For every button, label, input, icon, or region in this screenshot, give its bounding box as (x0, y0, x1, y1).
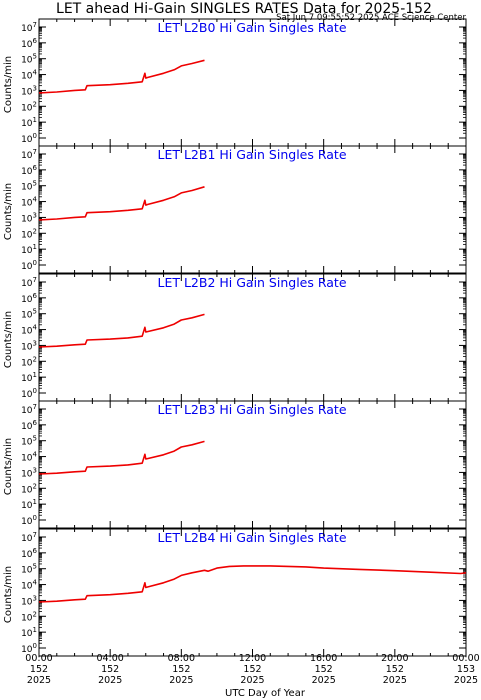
y-tick-label: 102 (21, 100, 37, 113)
y-tick-label: 102 (21, 482, 37, 495)
y-tick-label: 100 (21, 387, 37, 400)
timestamp: Sat Jun 7 09:55:52 2025 ACE Science Cent… (276, 13, 466, 23)
x-tick-text: 08:00 (168, 653, 195, 664)
x-axis-label: UTC Day of Year (225, 688, 306, 699)
panel-2: LET L2B2 Hi Gain Singles Rate Counts/min 1… (3, 273, 467, 402)
y-tick-label: 104 (21, 69, 37, 82)
panel-4: LET L2B4 Hi Gain Singles Rate Counts/min 1… (3, 528, 467, 657)
y-tick-label: 102 (21, 610, 37, 623)
x-tick-text: 04:00 (96, 653, 123, 664)
y-tick-label: 106 (21, 164, 37, 177)
y-tick-label: 100 (21, 642, 37, 655)
panel-1: LET L2B1 Hi Gain Singles Rate Counts/min 1… (3, 145, 467, 274)
y-tick-label: 106 (21, 547, 37, 560)
chart-title: LET ahead Hi-Gain SINGLES RATES Data for… (56, 1, 432, 17)
x-tick-text: 2025 (169, 675, 193, 686)
y-tick-label: 106 (21, 292, 37, 305)
panel-0: LET L2B0 Hi Gain Singles Rate Counts/min 1… (3, 18, 467, 147)
y-tick-label: 102 (21, 355, 37, 368)
y-axis-label: Counts/min (3, 183, 14, 240)
y-tick-label: 107 (21, 148, 37, 161)
y-tick-label: 100 (21, 259, 37, 272)
x-tick-text: 152 (172, 664, 190, 675)
y-axis-label: Counts/min (3, 566, 14, 623)
y-tick-label: 106 (21, 419, 37, 432)
panel-title: LET L2B4 Hi Gain Singles Rate (157, 530, 346, 545)
y-tick-label: 100 (21, 514, 37, 527)
y-tick-label: 105 (21, 435, 37, 448)
y-tick-label: 105 (21, 180, 37, 193)
y-tick-label: 101 (21, 243, 37, 256)
y-tick-label: 103 (21, 84, 37, 97)
y-tick-label: 107 (21, 21, 37, 34)
panel-title: LET L2B3 Hi Gain Singles Rate (157, 402, 346, 417)
y-axis-label: Counts/min (3, 438, 14, 495)
y-tick-label: 103 (21, 466, 37, 479)
y-tick-label: 104 (21, 451, 37, 464)
y-tick-label: 102 (21, 227, 37, 240)
y-tick-label: 101 (21, 371, 37, 384)
x-tick-text: 152 (30, 664, 48, 675)
panel-title: LET L2B2 Hi Gain Singles Rate (157, 275, 346, 290)
y-tick-label: 107 (21, 276, 37, 289)
x-tick-text: 16:00 (310, 653, 337, 664)
x-tick-text: 2025 (383, 675, 407, 686)
series-line-1 (38, 186, 205, 221)
y-tick-label: 103 (21, 339, 37, 352)
y-tick-label: 101 (21, 498, 37, 511)
x-tick-text: 153 (457, 664, 475, 675)
y-tick-label: 107 (21, 531, 37, 544)
y-tick-label: 105 (21, 563, 37, 576)
y-tick-label: 101 (21, 116, 37, 129)
y-tick-label: 103 (21, 594, 37, 607)
panel-title: LET L2B0 Hi Gain Singles Rate (157, 20, 346, 35)
y-tick-label: 105 (21, 308, 37, 321)
x-tick-text: 152 (315, 664, 333, 675)
x-tick-text: 2025 (454, 675, 478, 686)
panel-3: LET L2B3 Hi Gain Singles Rate Counts/min 1… (3, 400, 467, 529)
y-tick-label: 101 (21, 626, 37, 639)
x-tick-text: 2025 (27, 675, 51, 686)
x-tick-text: 00:00 (452, 653, 479, 664)
x-tick-text: 00:00 (25, 653, 52, 664)
panel-title: LET L2B1 Hi Gain Singles Rate (157, 147, 346, 162)
x-tick-text: 20:00 (381, 653, 408, 664)
x-tick-text: 152 (101, 664, 119, 675)
y-tick-label: 105 (21, 53, 37, 66)
x-tick-text: 2025 (312, 675, 336, 686)
y-tick-label: 104 (21, 324, 37, 337)
series-line-3 (38, 440, 205, 475)
x-tick-text: 2025 (240, 675, 264, 686)
y-tick-label: 104 (21, 196, 37, 209)
series-line-0 (38, 59, 205, 94)
y-axis-label: Counts/min (3, 311, 14, 368)
y-axis-label: Counts/min (3, 56, 14, 113)
y-tick-label: 100 (21, 132, 37, 145)
x-tick-text: 2025 (98, 675, 122, 686)
y-tick-label: 104 (21, 579, 37, 592)
y-tick-label: 107 (21, 403, 37, 416)
x-tick-text: 152 (386, 664, 404, 675)
x-tick-text: 12:00 (239, 653, 266, 664)
series-line-4 (38, 565, 467, 603)
y-tick-label: 106 (21, 37, 37, 50)
y-tick-label: 103 (21, 211, 37, 224)
x-tick-text: 152 (243, 664, 261, 675)
series-line-2 (38, 313, 205, 348)
